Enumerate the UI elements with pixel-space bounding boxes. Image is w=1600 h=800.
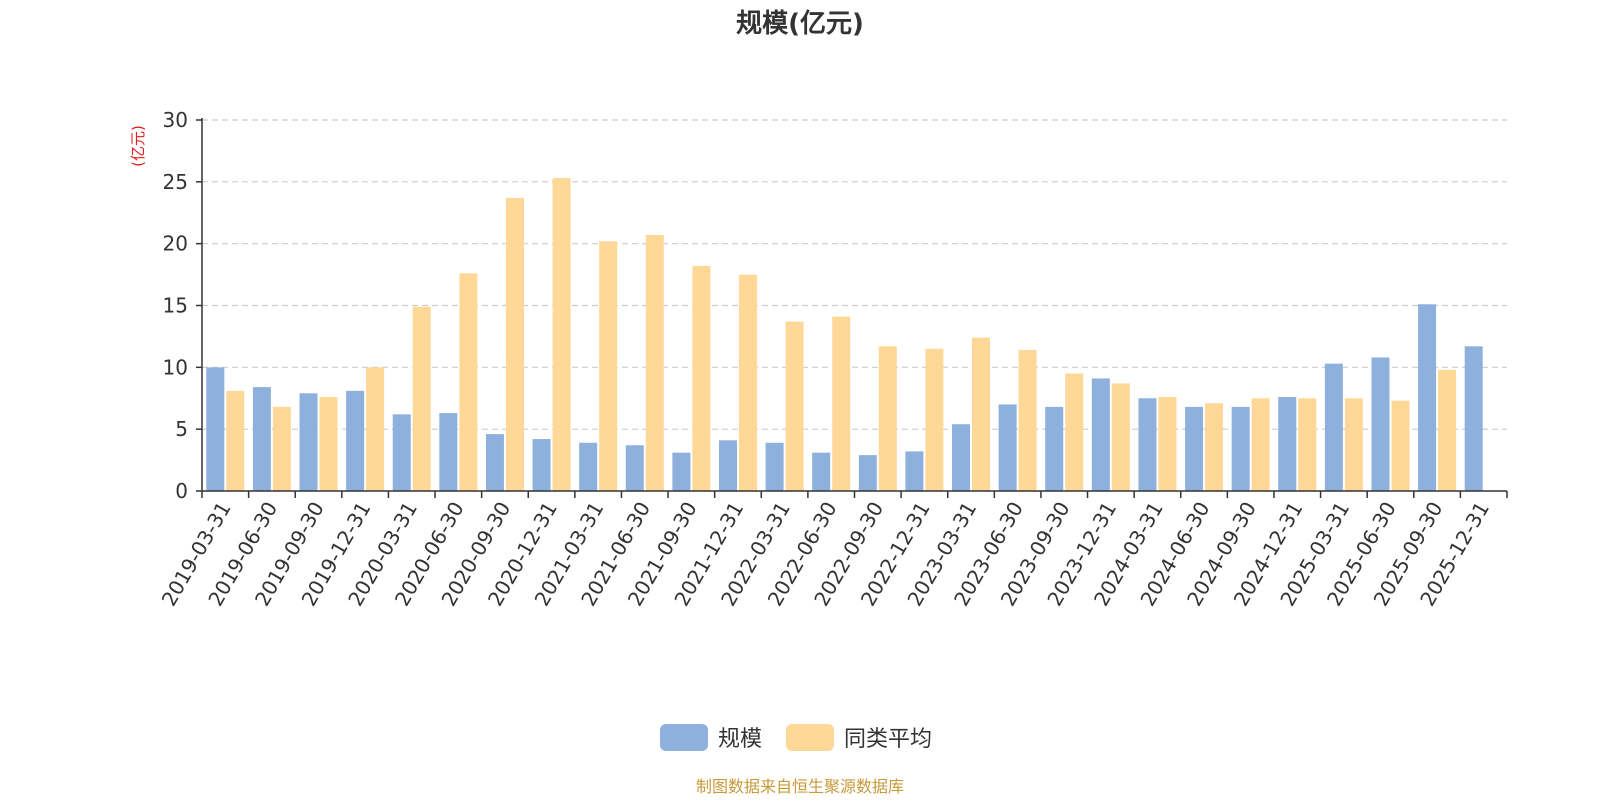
bar-peer-average bbox=[319, 397, 338, 491]
bar-peer-average bbox=[972, 337, 991, 491]
bar-scale bbox=[718, 440, 737, 491]
bar-peer-average bbox=[552, 178, 571, 491]
y-tick-label: 5 bbox=[175, 417, 188, 441]
source-note: 制图数据来自恒生聚源数据库 bbox=[696, 777, 904, 796]
bar-scale bbox=[532, 439, 551, 491]
bar-peer-average bbox=[1111, 383, 1130, 491]
bar-scale bbox=[1231, 406, 1250, 491]
bar-scale bbox=[392, 414, 411, 491]
bar-scale bbox=[625, 445, 644, 491]
bar-scale bbox=[672, 452, 691, 491]
bar-scale bbox=[998, 404, 1017, 491]
bars-layer bbox=[206, 178, 1483, 491]
bar-scale bbox=[1324, 363, 1343, 491]
y-tick-label: 15 bbox=[163, 294, 188, 318]
bar-peer-average bbox=[226, 390, 245, 491]
legend-swatch bbox=[786, 724, 834, 751]
bar-peer-average bbox=[272, 406, 291, 491]
bar-scale bbox=[579, 442, 598, 491]
bar-peer-average bbox=[878, 346, 897, 491]
bar-scale bbox=[1371, 357, 1390, 491]
legend-label: 同类平均 bbox=[844, 727, 932, 752]
bar-peer-average bbox=[599, 241, 618, 491]
y-tick-label: 20 bbox=[163, 232, 188, 256]
bar-scale bbox=[1278, 397, 1297, 491]
bar-peer-average bbox=[412, 306, 431, 491]
bar-scale bbox=[812, 452, 831, 491]
grid-layer bbox=[202, 119, 1507, 430]
legend-swatch bbox=[660, 724, 708, 751]
y-axis-unit-label: (亿元) bbox=[129, 125, 147, 167]
bar-peer-average bbox=[1065, 373, 1084, 491]
bar-scale bbox=[1185, 406, 1204, 491]
chart-title: 规模(亿元) bbox=[736, 9, 864, 39]
bar-peer-average bbox=[738, 274, 757, 491]
y-tick-label: 30 bbox=[163, 108, 188, 132]
bar-peer-average bbox=[459, 273, 478, 491]
legend: 规模 同类平均 bbox=[660, 724, 932, 752]
bar-peer-average bbox=[1251, 398, 1270, 491]
bar-scale bbox=[1091, 378, 1110, 491]
bar-scale bbox=[1418, 304, 1437, 491]
y-tick-label: 25 bbox=[163, 170, 188, 194]
bar-peer-average bbox=[925, 348, 944, 491]
bar-scale bbox=[252, 387, 271, 491]
bar-scale bbox=[858, 455, 877, 491]
axes-layer: 0510152025302019-03-312019-06-302019-09-… bbox=[157, 108, 1508, 610]
bar-scale bbox=[346, 390, 365, 491]
bar-peer-average bbox=[1344, 398, 1363, 491]
bar-scale bbox=[1138, 398, 1157, 491]
bar-peer-average bbox=[1018, 350, 1037, 491]
bar-scale bbox=[765, 442, 784, 491]
bar-peer-average bbox=[1298, 398, 1317, 491]
bar-peer-average bbox=[1438, 369, 1457, 491]
bar-scale bbox=[485, 434, 504, 491]
bar-scale bbox=[952, 424, 971, 491]
bar-peer-average bbox=[832, 316, 851, 491]
legend-label: 规模 bbox=[718, 727, 762, 752]
bar-peer-average bbox=[1391, 400, 1410, 491]
bar-scale bbox=[1045, 406, 1064, 491]
y-tick-label: 0 bbox=[175, 479, 188, 503]
y-tick-label: 10 bbox=[163, 355, 188, 379]
bar-peer-average bbox=[366, 367, 385, 491]
bar-peer-average bbox=[505, 197, 524, 491]
bar-peer-average bbox=[645, 235, 664, 491]
bar-scale bbox=[905, 451, 924, 491]
bar-peer-average bbox=[1158, 397, 1177, 491]
bar-scale bbox=[206, 367, 225, 491]
bar-peer-average bbox=[785, 321, 804, 491]
bar-peer-average bbox=[1205, 403, 1224, 491]
bar-scale bbox=[299, 393, 318, 491]
bar-scale bbox=[439, 413, 458, 491]
bar-peer-average bbox=[692, 265, 711, 491]
bar-scale bbox=[1464, 346, 1483, 491]
